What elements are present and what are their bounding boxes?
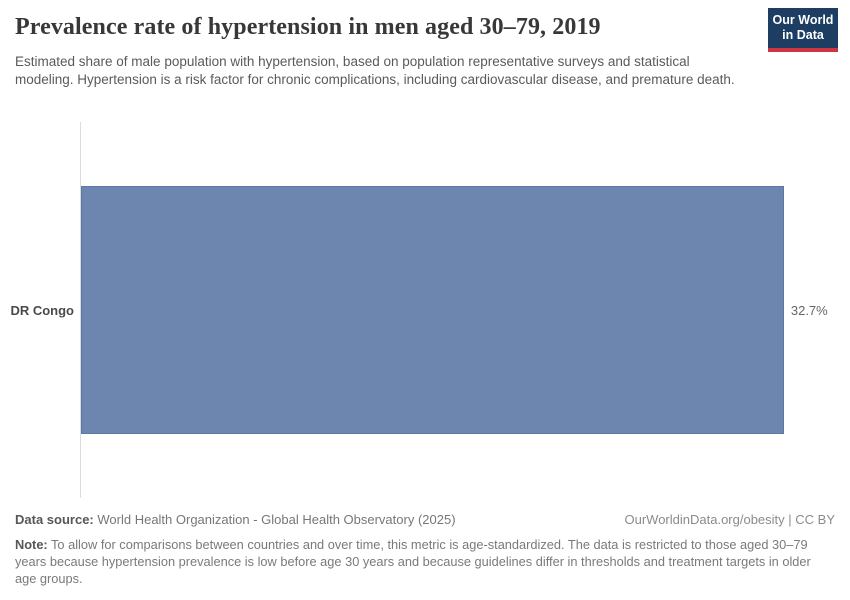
chart-title: Prevalence rate of hypertension in men a…	[15, 14, 601, 40]
chart-note: Note: To allow for comparisons between c…	[15, 536, 835, 587]
owid-logo: Our World in Data	[768, 8, 838, 52]
bar-chart: DR Congo 32.7%	[0, 122, 850, 498]
chart-footer: Data source: World Health Organization -…	[15, 512, 835, 587]
entity-label: DR Congo	[10, 302, 74, 318]
bar-row: DR Congo 32.7%	[0, 122, 850, 498]
data-source-text: World Health Organization - Global Healt…	[97, 512, 456, 527]
value-label: 32.7%	[790, 302, 828, 318]
bar-track: 32.7%	[80, 122, 850, 498]
bar-rows: DR Congo 32.7%	[0, 122, 850, 498]
data-source-label: Data source:	[15, 512, 94, 527]
owid-logo-line1: Our World	[772, 13, 834, 27]
data-source: Data source: World Health Organization -…	[15, 512, 456, 527]
owid-logo-line2: in Data	[782, 28, 824, 42]
note-text: To allow for comparisons between countri…	[15, 537, 811, 586]
bar[interactable]	[81, 186, 784, 434]
source-row: Data source: World Health Organization -…	[15, 512, 835, 527]
note-label: Note:	[15, 537, 48, 552]
attribution-link[interactable]: OurWorldinData.org/obesity | CC BY	[624, 512, 836, 527]
chart-subtitle: Estimated share of male population with …	[15, 54, 735, 87]
y-axis-line	[80, 122, 81, 498]
